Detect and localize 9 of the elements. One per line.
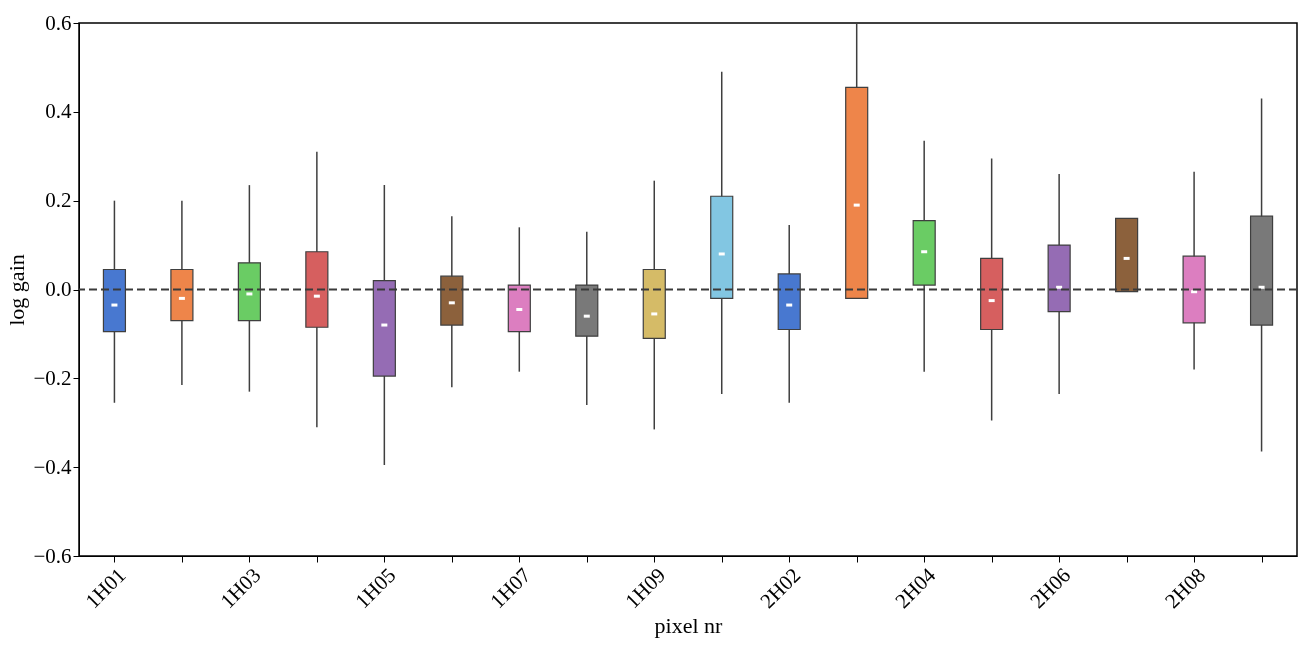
y-tick-label: −0.4 <box>33 454 72 479</box>
y-tick-label: 0.0 <box>45 277 72 301</box>
y-axis-title: log gain <box>4 254 30 326</box>
y-tick-label: 0.4 <box>45 99 72 124</box>
y-tick-label: 0.2 <box>45 188 72 213</box>
x-axis-title: pixel nr <box>654 613 724 639</box>
y-tick-label: −0.6 <box>33 543 72 568</box>
y-tick-label: 0.6 <box>45 10 72 35</box>
y-tick-label: −0.2 <box>33 365 72 390</box>
